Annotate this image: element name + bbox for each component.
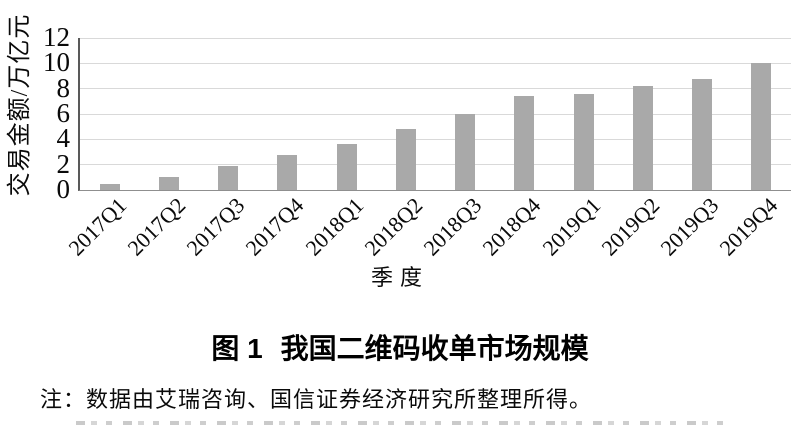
x-tick-label-2017Q4: 2017Q4 bbox=[240, 192, 309, 261]
bar-slot-2019Q1 bbox=[554, 38, 613, 190]
figure-caption: 图 1 我国二维码收单市场规模 bbox=[0, 332, 800, 366]
x-tick-label-2019Q1: 2019Q1 bbox=[537, 192, 605, 261]
bar-2019Q1 bbox=[573, 93, 594, 190]
bar-slot-2019Q3 bbox=[673, 38, 732, 190]
bar-slot-2019Q4 bbox=[732, 38, 791, 190]
y-tick-label-0: 0 bbox=[56, 174, 71, 204]
bar-2019Q3 bbox=[692, 78, 713, 190]
x-tick-label-2018Q1: 2018Q1 bbox=[300, 192, 368, 261]
bar-slot-2017Q4 bbox=[258, 38, 317, 190]
gridline-6 bbox=[80, 113, 791, 115]
y-tick-label-8: 8 bbox=[56, 72, 71, 103]
x-axis-title: 季度 bbox=[370, 265, 429, 290]
bar-slot-2017Q2 bbox=[139, 38, 198, 190]
figure-title: 我国二维码收单市场规模 bbox=[280, 333, 589, 364]
x-tick-label-2018Q4: 2018Q4 bbox=[477, 192, 546, 261]
bar-2017Q1 bbox=[99, 183, 120, 190]
bar-2018Q2 bbox=[395, 129, 416, 190]
bar-2019Q2 bbox=[632, 86, 653, 190]
x-tick-label-2018Q2: 2018Q2 bbox=[359, 192, 428, 261]
bar-2017Q4 bbox=[277, 154, 298, 190]
gridline-4 bbox=[80, 138, 791, 140]
bar-series bbox=[80, 38, 791, 190]
bar-2017Q3 bbox=[218, 165, 239, 190]
bar-slot-2018Q1 bbox=[317, 38, 376, 190]
bar-2019Q4 bbox=[751, 63, 772, 190]
bar-2018Q4 bbox=[514, 96, 535, 190]
y-tick-label-10: 10 bbox=[43, 47, 70, 78]
gridline-12 bbox=[80, 37, 791, 39]
x-tick-label-2019Q4: 2019Q4 bbox=[714, 192, 783, 261]
gridline-10 bbox=[80, 62, 791, 64]
x-tick-label-2019Q2: 2019Q2 bbox=[596, 192, 665, 261]
gridline-2 bbox=[80, 164, 791, 166]
y-tick-label-2: 2 bbox=[56, 148, 71, 179]
bar-slot-2017Q1 bbox=[80, 38, 139, 190]
bar-2017Q2 bbox=[158, 177, 179, 190]
x-tick-label-2017Q1: 2017Q1 bbox=[63, 192, 131, 261]
x-tick-label-2017Q2: 2017Q2 bbox=[122, 192, 191, 261]
bar-slot-2018Q4 bbox=[495, 38, 554, 190]
bar-2018Q3 bbox=[455, 114, 476, 190]
figure-number: 图 1 bbox=[211, 333, 263, 364]
bar-slot-2018Q2 bbox=[376, 38, 435, 190]
y-tick-label-6: 6 bbox=[56, 98, 71, 128]
y-tick-label-4: 4 bbox=[56, 123, 71, 154]
gridline-8 bbox=[80, 88, 791, 90]
x-tick-label-2019Q3: 2019Q3 bbox=[655, 192, 724, 261]
bar-slot-2017Q3 bbox=[199, 38, 258, 190]
plot-area bbox=[78, 37, 791, 191]
source-note: 注：数据由艾瑞咨询、国信证券经济研究所整理所得。 bbox=[40, 387, 593, 412]
x-tick-label-2017Q3: 2017Q3 bbox=[181, 192, 250, 261]
clipped-text-line bbox=[76, 421, 734, 425]
bar-slot-2019Q2 bbox=[613, 38, 672, 190]
bar-slot-2018Q3 bbox=[436, 38, 495, 190]
x-tick-label-2018Q3: 2018Q3 bbox=[418, 192, 487, 261]
bar-2018Q1 bbox=[336, 144, 357, 190]
y-tick-label-12: 12 bbox=[43, 22, 70, 52]
